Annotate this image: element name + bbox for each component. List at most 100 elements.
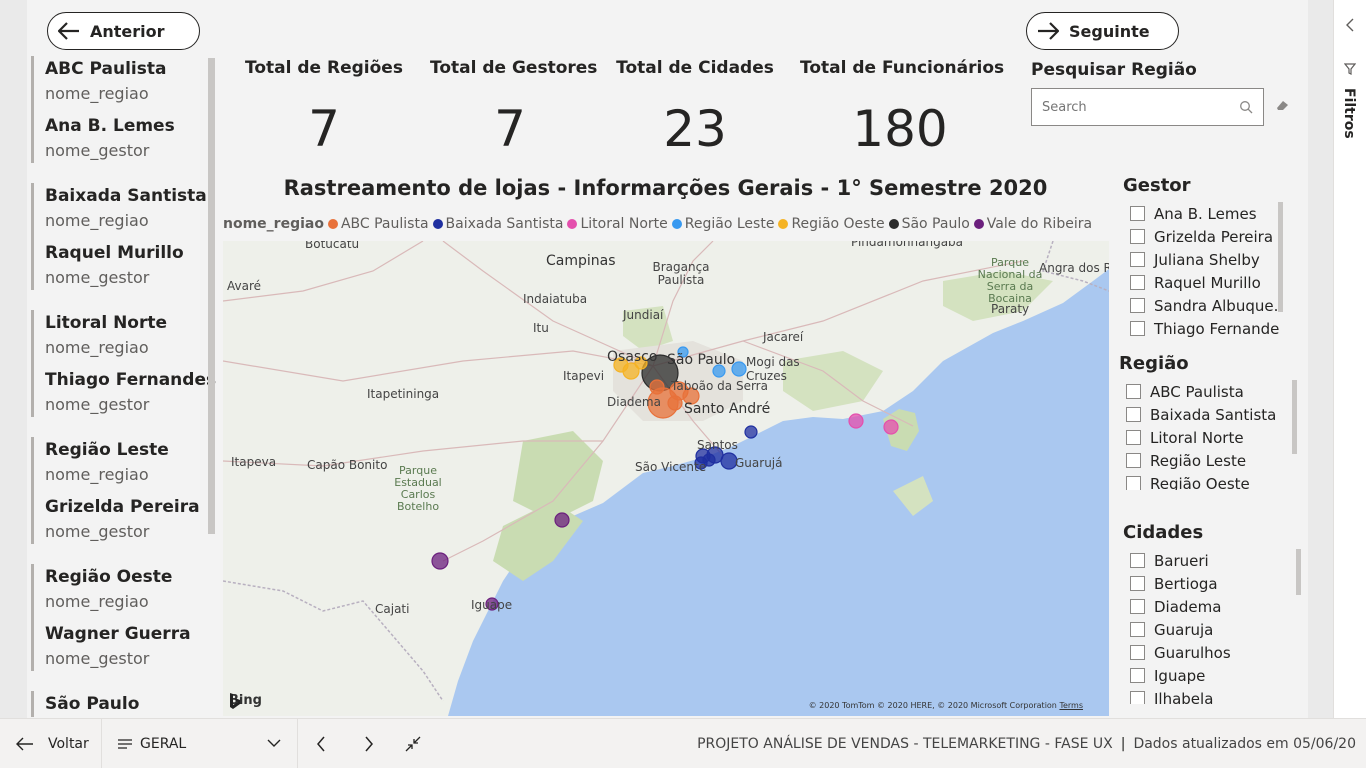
store-bubble[interactable] [883, 419, 899, 435]
gestor-option[interactable]: Raquel Murillo [1130, 271, 1280, 294]
map-label: Capão Bonito [307, 458, 388, 472]
gestor-scrollbar[interactable] [1278, 202, 1283, 312]
store-bubble[interactable] [744, 425, 758, 439]
gestor-option[interactable]: Ana B. Lemes [1130, 202, 1280, 225]
regiao-option[interactable]: Baixada Santista [1126, 403, 1286, 426]
gestor-option[interactable]: Juliana Shelby [1130, 248, 1280, 271]
store-bubble[interactable] [720, 452, 738, 470]
option-label: Ana B. Lemes [1154, 204, 1257, 223]
search-icon[interactable] [1239, 100, 1253, 114]
kpi-value: 7 [494, 100, 526, 158]
gestor-option[interactable]: Grizelda Pereira [1130, 225, 1280, 248]
cidade-option[interactable]: Ilhabela [1130, 687, 1290, 704]
checkbox[interactable] [1130, 691, 1145, 704]
chevron-left-icon[interactable] [1345, 18, 1355, 32]
regiao-option[interactable]: ABC Paulista [1126, 380, 1286, 403]
store-bubble[interactable] [731, 361, 747, 377]
list-scrollbar[interactable] [208, 58, 215, 534]
store-bubble[interactable] [667, 395, 683, 411]
checkbox[interactable] [1130, 229, 1145, 244]
terms-link[interactable]: Terms [1059, 701, 1083, 710]
gestor-option[interactable]: Sandra Albuque... [1130, 294, 1280, 317]
store-bubble[interactable] [634, 356, 648, 370]
chevron-right-icon[interactable] [364, 736, 374, 752]
next-page-button[interactable]: Seguinte [1026, 12, 1179, 50]
search-input[interactable] [1042, 99, 1239, 115]
legend-item-abc-paulista[interactable]: ABC Paulista [327, 216, 429, 232]
checkbox[interactable] [1126, 476, 1141, 490]
legend-item-regiao-oeste[interactable]: Região Oeste [778, 216, 885, 232]
regiao-filter-list[interactable]: ABC Paulista Baixada Santista Litoral No… [1126, 380, 1286, 490]
gestor-option[interactable]: Thiago Fernandes [1130, 317, 1280, 338]
back-button[interactable]: Voltar [0, 719, 101, 768]
cidade-option[interactable]: Bertioga [1130, 572, 1290, 595]
legend-item-litoral-norte[interactable]: Litoral Norte [567, 216, 668, 232]
list-item[interactable]: São Paulo [31, 691, 217, 717]
gestor-filter-list[interactable]: Ana B. Lemes Grizelda Pereira Juliana Sh… [1130, 202, 1280, 338]
page-list-icon [118, 738, 132, 749]
cidade-option[interactable]: Guarulhos [1130, 641, 1290, 664]
region-manager-list[interactable]: ABC Paulista nome_regiao Ana B. Lemes no… [27, 56, 217, 718]
checkbox[interactable] [1130, 645, 1145, 660]
store-bubbles[interactable] [431, 346, 899, 611]
list-item[interactable]: Litoral Norte nome_regiao Thiago Fernand… [31, 310, 217, 417]
filters-pane[interactable] [1333, 0, 1366, 718]
store-bubble[interactable] [622, 362, 640, 380]
clear-selections-icon[interactable] [1275, 99, 1289, 111]
checkbox[interactable] [1130, 599, 1145, 614]
checkbox[interactable] [1130, 668, 1145, 683]
list-item[interactable]: Região Leste nome_regiao Grizelda Pereir… [31, 437, 217, 544]
option-label: Raquel Murillo [1154, 273, 1261, 292]
store-bubble[interactable] [702, 453, 716, 467]
store-bubble[interactable] [712, 364, 726, 378]
regiao-option[interactable]: Região Oeste [1126, 472, 1286, 490]
chevron-left-icon[interactable] [316, 736, 326, 752]
cidades-scrollbar[interactable] [1296, 549, 1301, 595]
legend-item-regiao-leste[interactable]: Região Leste [671, 216, 774, 232]
filters-pane-label[interactable]: Filtros [1341, 88, 1357, 139]
exit-fullscreen-icon[interactable] [404, 735, 422, 753]
store-bubble[interactable] [485, 597, 499, 611]
kpi-total-cidades: Total de Cidades 23 [615, 58, 775, 158]
store-bubble[interactable] [677, 346, 689, 358]
list-item[interactable]: Baixada Santista nome_regiao Raquel Muri… [31, 183, 217, 290]
legend-label: ABC Paulista [340, 216, 429, 232]
cidade-option[interactable]: Diadema [1130, 595, 1290, 618]
option-label: Barueri [1154, 551, 1209, 570]
search-box[interactable] [1031, 88, 1264, 126]
checkbox[interactable] [1130, 275, 1145, 290]
page-selector[interactable]: GERAL [102, 719, 297, 768]
cidade-option[interactable]: Iguape [1130, 664, 1290, 687]
cidade-option[interactable]: Guaruja [1130, 618, 1290, 641]
checkbox[interactable] [1130, 298, 1145, 313]
cidades-filter-list[interactable]: Barueri Bertioga Diadema Guaruja Guarulh… [1130, 549, 1290, 704]
store-bubble[interactable] [649, 379, 665, 395]
store-bubble[interactable] [554, 512, 570, 528]
regiao-scrollbar[interactable] [1292, 380, 1297, 454]
checkbox[interactable] [1130, 252, 1145, 267]
legend-item-vale-do-ribeira[interactable]: Vale do Ribeira [973, 216, 1092, 232]
regiao-option[interactable]: Litoral Norte [1126, 426, 1286, 449]
map-label: Itapevi [563, 369, 605, 383]
cidade-option[interactable]: Barueri [1130, 549, 1290, 572]
store-bubble[interactable] [431, 552, 449, 570]
filter-icon[interactable] [1344, 63, 1356, 75]
regiao-option[interactable]: Região Leste [1126, 449, 1286, 472]
legend-item-baixada-santista[interactable]: Baixada Santista [432, 216, 563, 232]
checkbox[interactable] [1130, 576, 1145, 591]
checkbox[interactable] [1126, 430, 1141, 445]
checkbox[interactable] [1130, 206, 1145, 221]
previous-page-button[interactable]: Anterior [47, 12, 200, 50]
store-map[interactable]: Botucatu Campinas Bragança Paulista Pind… [223, 241, 1109, 716]
checkbox[interactable] [1130, 553, 1145, 568]
list-item[interactable]: ABC Paulista nome_regiao Ana B. Lemes no… [31, 56, 217, 163]
checkbox[interactable] [1126, 453, 1141, 468]
store-bubble[interactable] [682, 387, 700, 405]
checkbox[interactable] [1126, 384, 1141, 399]
checkbox[interactable] [1130, 321, 1145, 336]
checkbox[interactable] [1130, 622, 1145, 637]
list-item[interactable]: Região Oeste nome_regiao Wagner Guerra n… [31, 564, 217, 671]
legend-item-sao-paulo[interactable]: São Paulo [888, 216, 970, 232]
store-bubble[interactable] [848, 413, 864, 429]
checkbox[interactable] [1126, 407, 1141, 422]
